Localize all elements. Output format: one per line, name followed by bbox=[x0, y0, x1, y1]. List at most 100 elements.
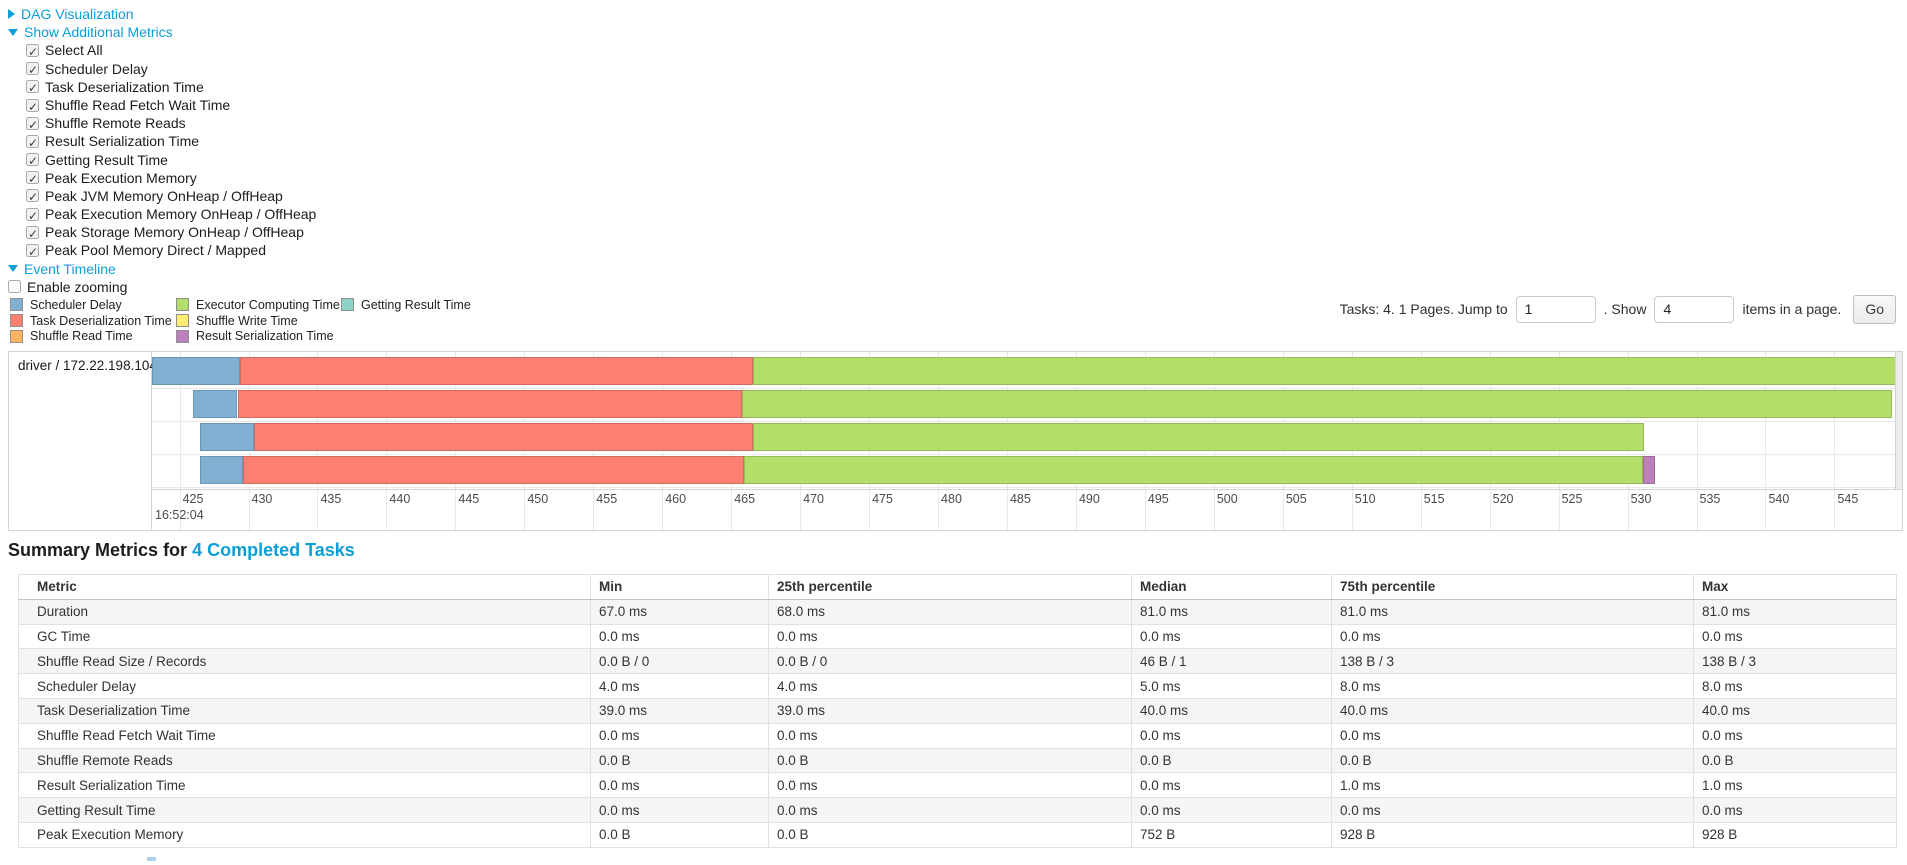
page-size-input[interactable] bbox=[1654, 295, 1735, 323]
metric-value-cell: 4.0 ms bbox=[590, 673, 769, 699]
task-segment-executor-computing-time[interactable] bbox=[753, 423, 1645, 451]
metric-checkbox-row[interactable]: Select All bbox=[26, 41, 316, 61]
checkbox-checked-icon[interactable] bbox=[26, 188, 39, 207]
timeline-tick-label: 510 bbox=[1354, 492, 1376, 506]
task-segment-scheduler-delay[interactable] bbox=[152, 357, 241, 385]
legend-item: Scheduler Delay bbox=[10, 297, 176, 313]
metric-checkbox-row[interactable]: Shuffle Remote Reads bbox=[26, 114, 316, 134]
checkbox-checked-icon[interactable] bbox=[26, 43, 39, 61]
timeline-row-separator bbox=[152, 421, 1902, 422]
checkbox-checked-icon[interactable] bbox=[26, 61, 39, 79]
task-segment-task-deserialization-time[interactable] bbox=[243, 456, 744, 484]
metric-value-cell: 0.0 B bbox=[768, 747, 1132, 774]
timeline-gridline bbox=[179, 352, 181, 530]
task-segment-task-deserialization-time[interactable] bbox=[237, 390, 743, 418]
task-segment-result-serialization-time[interactable] bbox=[1642, 456, 1656, 484]
task-segment-scheduler-delay[interactable] bbox=[193, 390, 238, 418]
timeline-tick-label: 430 bbox=[251, 492, 273, 506]
metric-name-cell: Task Deserialization Time bbox=[18, 697, 591, 724]
legend-column: Executor Computing Time Shuffle Write Tim… bbox=[176, 297, 341, 344]
metric-value-cell: 67.0 ms bbox=[590, 598, 769, 625]
checkbox-checked-icon[interactable] bbox=[26, 134, 39, 152]
metric-value-cell: 81.0 ms bbox=[1331, 598, 1694, 625]
go-button[interactable]: Go bbox=[1853, 294, 1896, 324]
timeline-tick-label: 455 bbox=[596, 492, 618, 506]
summary-table-row: Shuffle Read Fetch Wait Time 0.0 ms 0.0 ms… bbox=[18, 722, 1897, 749]
metric-name-cell: Peak Execution Memory bbox=[18, 821, 591, 848]
metric-value-cell: 0.0 ms bbox=[1331, 722, 1694, 749]
legend-item: Shuffle Read Time bbox=[10, 329, 176, 345]
metric-value-cell: 0.0 ms bbox=[1331, 797, 1694, 823]
timeline-tick-label: 440 bbox=[389, 492, 411, 506]
checkbox-checked-icon[interactable] bbox=[26, 116, 39, 134]
timeline-tick-label: 480 bbox=[941, 492, 962, 506]
checkbox-checked-icon[interactable] bbox=[26, 207, 39, 225]
task-segment-executor-computing-time[interactable] bbox=[753, 357, 1901, 385]
legend-label: Shuffle Read Time bbox=[30, 329, 133, 344]
task-segment-task-deserialization-time[interactable] bbox=[240, 357, 754, 385]
dag-visualization-toggle[interactable]: DAG Visualization bbox=[8, 5, 316, 23]
checkbox-checked-icon[interactable] bbox=[26, 79, 39, 98]
legend-label: Shuffle Write Time bbox=[196, 313, 298, 328]
legend-swatch-icon bbox=[10, 314, 23, 328]
metric-checkbox-row[interactable]: Result Serialization Time bbox=[26, 132, 316, 152]
metric-value-cell: 4.0 ms bbox=[768, 673, 1132, 699]
task-segment-task-deserialization-time[interactable] bbox=[254, 423, 754, 451]
metric-checkbox-row[interactable]: Peak Storage Memory OnHeap / OffHeap bbox=[26, 223, 316, 243]
checkbox-checked-icon[interactable] bbox=[26, 152, 39, 170]
checkbox-checked-icon[interactable] bbox=[26, 243, 39, 261]
metric-value-cell: 39.0 ms bbox=[768, 697, 1132, 724]
metric-checkbox-row[interactable]: Task Deserialization Time bbox=[26, 78, 316, 98]
legend-item: Shuffle Write Time bbox=[176, 313, 341, 329]
timeline-tick-label: 460 bbox=[665, 492, 687, 506]
metric-value-cell: 0.0 ms bbox=[590, 623, 769, 650]
legend-item: Getting Result Time bbox=[341, 297, 471, 313]
checkbox-checked-icon[interactable] bbox=[26, 98, 39, 116]
metric-value-cell: 0.0 B bbox=[590, 747, 769, 774]
chevron-right-icon bbox=[8, 9, 15, 20]
metric-value-cell: 0.0 B / 0 bbox=[768, 648, 1132, 675]
metric-checkbox-label: Scheduler Delay bbox=[45, 60, 148, 77]
metric-checkbox-row[interactable]: Peak Execution Memory OnHeap / OffHeap bbox=[26, 205, 316, 225]
summary-table-row: Getting Result Time 0.0 ms 0.0 ms 0.0 ms 0.0… bbox=[18, 797, 1897, 823]
legend-label: Scheduler Delay bbox=[30, 297, 122, 312]
metric-value-cell: 39.0 ms bbox=[590, 697, 769, 724]
event-timeline-label: Event Timeline bbox=[24, 260, 116, 277]
checkbox-checked-icon[interactable] bbox=[26, 170, 39, 188]
summary-metrics-heading: Summary Metrics for 4 Completed Tasks bbox=[8, 540, 355, 561]
metric-checkbox-row[interactable]: Peak JVM Memory OnHeap / OffHeap bbox=[26, 187, 316, 207]
metric-name-cell: Getting Result Time bbox=[18, 797, 591, 823]
completed-tasks-link[interactable]: 4 Completed Tasks bbox=[192, 540, 355, 560]
timeline-tick-label: 495 bbox=[1147, 492, 1169, 506]
timeline-tick-label: 445 bbox=[458, 492, 480, 506]
metric-checkbox-label: Shuffle Remote Reads bbox=[45, 115, 186, 132]
metric-checkbox-row[interactable]: Peak Execution Memory bbox=[26, 169, 316, 188]
enable-zooming-checkbox[interactable] bbox=[8, 280, 21, 294]
metric-checkbox-label: Select All bbox=[45, 42, 103, 59]
task-segment-scheduler-delay[interactable] bbox=[200, 456, 243, 484]
metric-value-cell: 81.0 ms bbox=[1131, 598, 1332, 625]
event-timeline-chart: driver / 172.22.198.104 425 430 435 440 445 4… bbox=[8, 351, 1903, 531]
metric-value-cell: 0.0 B bbox=[1693, 747, 1897, 774]
metric-checkbox-row[interactable]: Peak Pool Memory Direct / Mapped bbox=[26, 241, 316, 261]
timeline-tick-label: 520 bbox=[1492, 492, 1514, 506]
metric-checkbox-row[interactable]: Shuffle Read Fetch Wait Time bbox=[26, 96, 316, 116]
event-timeline-toggle[interactable]: Event Timeline bbox=[8, 260, 316, 278]
summary-column-header: 75th percentile bbox=[1331, 574, 1694, 600]
metric-name-cell: Duration bbox=[18, 598, 591, 625]
enable-zooming-row[interactable]: Enable zooming bbox=[8, 278, 316, 296]
task-segment-scheduler-delay[interactable] bbox=[200, 423, 255, 451]
show-additional-metrics-toggle[interactable]: Show Additional Metrics bbox=[8, 23, 316, 41]
metric-checkbox-row[interactable]: Scheduler Delay bbox=[26, 60, 316, 79]
jump-to-page-input[interactable] bbox=[1515, 295, 1596, 323]
timeline-tick-label: 425 bbox=[182, 492, 204, 506]
metric-checkbox-row[interactable]: Getting Result Time bbox=[26, 151, 316, 170]
summary-column-header: Metric bbox=[18, 574, 591, 600]
metric-value-cell: 0.0 ms bbox=[1131, 722, 1332, 749]
task-segment-executor-computing-time[interactable] bbox=[742, 390, 1893, 418]
metric-name-cell: Shuffle Read Size / Records bbox=[18, 648, 591, 675]
checkbox-checked-icon[interactable] bbox=[26, 225, 39, 243]
task-segment-executor-computing-time[interactable] bbox=[743, 456, 1643, 484]
metric-name-cell: Shuffle Remote Reads bbox=[18, 747, 591, 774]
